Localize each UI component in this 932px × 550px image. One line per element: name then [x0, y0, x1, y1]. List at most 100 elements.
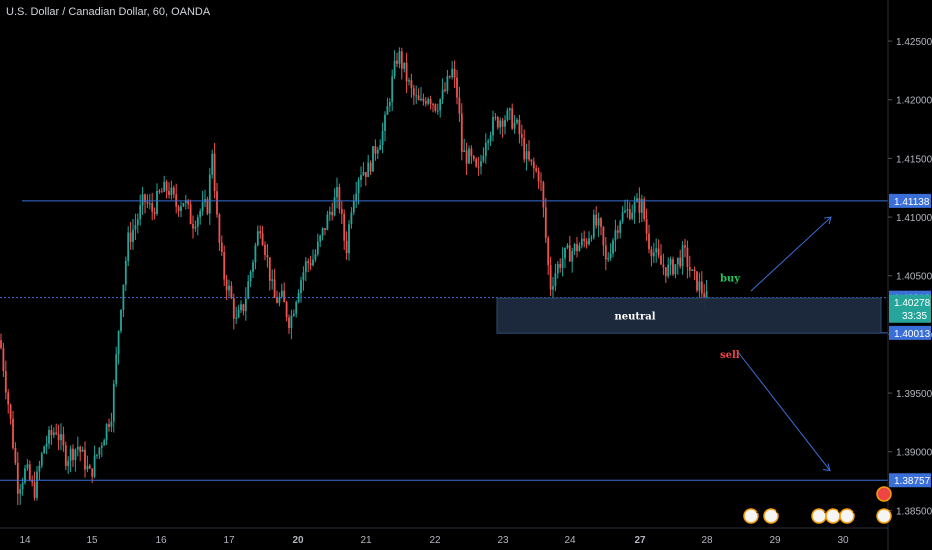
candle-body: [628, 209, 631, 219]
candle-body: [705, 291, 708, 300]
candle-body: [523, 138, 526, 160]
candle-body: [487, 141, 490, 143]
candle-body: [168, 190, 170, 195]
candle-body: [24, 468, 26, 483]
candle-body: [309, 263, 312, 266]
candle-body: [470, 148, 473, 157]
time-tick-label: 14: [19, 535, 31, 546]
candle-body: [144, 194, 146, 203]
candle-body: [98, 447, 101, 455]
candle-body: [592, 214, 595, 238]
candle-body: [679, 257, 682, 267]
candle-body: [420, 98, 422, 101]
candle-body: [544, 207, 547, 239]
neutral-zone[interactable]: neutral: [496, 297, 882, 334]
candle-body: [69, 448, 72, 461]
candle-body: [38, 465, 41, 472]
candle-body: [300, 280, 302, 293]
candle-body: [400, 51, 403, 69]
candle-body: [477, 166, 480, 168]
candle-body: [163, 181, 166, 192]
candle-body: [76, 446, 79, 450]
level-price-tag: [889, 473, 931, 488]
time-tick-label: 24: [564, 535, 576, 546]
time-tick-label: 20: [292, 535, 304, 546]
arrows-layer: buy sell: [720, 216, 832, 472]
event-badge-count: 8: [776, 506, 781, 515]
candle-body: [703, 293, 706, 300]
candle-body: [369, 162, 372, 172]
candle-body: [307, 261, 310, 264]
candle-body: [139, 205, 142, 220]
price-axis[interactable]: 1.42500 1.42000 1.41500 1.41000 1.40500 1.400…: [887, 0, 932, 550]
candle-body: [504, 120, 506, 127]
candle-body: [698, 281, 701, 291]
candle-body: [50, 429, 53, 436]
candle-body: [117, 331, 120, 355]
event-badge: [839, 508, 855, 524]
candle-body: [412, 88, 415, 96]
candle-body: [451, 68, 454, 78]
candle-body: [456, 77, 458, 98]
candle-body: [96, 454, 98, 456]
candle-body: [590, 237, 593, 239]
candle-body: [343, 213, 346, 241]
candle-body: [26, 464, 29, 469]
candle-body: [645, 219, 648, 234]
time-axis[interactable]: 14 15 16 17 20 21 22 23 24 27 28 29 30: [0, 527, 888, 546]
time-tick-label: 22: [429, 535, 441, 546]
price-tick-label: 1.41000: [896, 213, 932, 224]
candle-body: [249, 271, 252, 282]
candle-body: [127, 232, 130, 262]
candle-body: [259, 231, 262, 234]
price-tick-label: 1.40500: [896, 272, 932, 283]
candle-body: [112, 383, 115, 422]
candle-body: [52, 432, 55, 436]
candle-body: [549, 265, 552, 290]
candle-body: [72, 448, 74, 461]
candle-body: [501, 120, 504, 127]
event-badge-count: 5: [824, 506, 829, 515]
candle-body: [180, 206, 182, 212]
candle-body: [331, 211, 334, 216]
candle-body: [568, 245, 571, 262]
candle-body: [537, 170, 540, 182]
candle-body: [278, 296, 281, 303]
candle-body: [124, 261, 127, 285]
candle-body: [631, 212, 634, 219]
time-tick-label: 21: [360, 535, 372, 546]
candle-body: [561, 258, 564, 268]
candle-body: [115, 354, 118, 384]
candle-body: [655, 248, 658, 253]
buy-label: buy: [720, 274, 741, 285]
candle-body: [384, 114, 386, 131]
candle-body: [16, 462, 19, 494]
price-tick-label: 1.42500: [896, 37, 932, 48]
candle-body: [134, 225, 137, 230]
candle-body: [429, 98, 432, 104]
candle-body: [492, 117, 494, 136]
candle-body: [525, 151, 528, 160]
buy-arrowhead: [823, 216, 832, 225]
candle-body: [333, 197, 336, 216]
candle-body: [103, 440, 106, 446]
candle-body: [540, 181, 542, 183]
candle-body: [518, 119, 521, 135]
sell-arrow: [737, 351, 831, 471]
candle-body: [614, 230, 617, 241]
candle-body: [638, 198, 641, 213]
candle-body: [672, 259, 674, 275]
candle-body: [585, 241, 588, 245]
candle-body: [319, 235, 322, 242]
candle-body: [64, 445, 67, 466]
candle-body: [441, 89, 444, 100]
candle-body: [465, 150, 468, 164]
candle-body: [352, 200, 355, 213]
candle-body: [633, 201, 636, 213]
candle-body: [218, 214, 221, 243]
candle-body: [9, 404, 12, 419]
candle-body: [396, 60, 398, 64]
candle-body: [340, 208, 343, 214]
